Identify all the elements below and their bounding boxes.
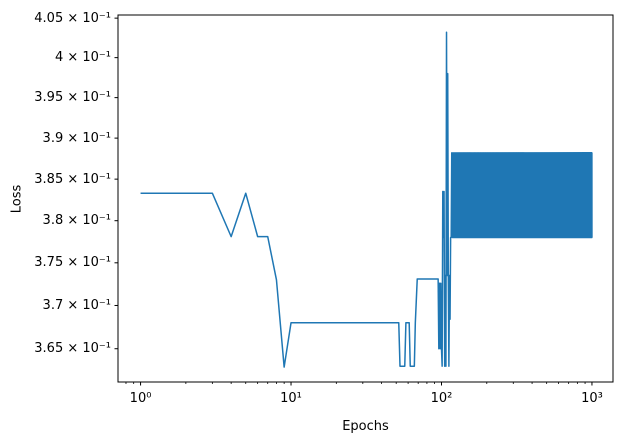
y-axis-label: Loss [9,184,25,213]
y-tick-label: 3.95 × 10⁻¹ [34,90,111,106]
y-tick-label: 3.9 × 10⁻¹ [42,130,111,146]
x-tick-label: 10² [430,391,453,406]
x-tick-label: 10¹ [280,391,302,406]
x-axis-label: Epochs [342,419,389,434]
y-tick-label: 4.05 × 10⁻¹ [34,10,111,26]
x-tick-label: 10⁰ [129,391,152,406]
loss-curve [140,31,593,368]
y-tick-label: 3.65 × 10⁻¹ [34,341,111,357]
y-tick-label: 3.85 × 10⁻¹ [34,171,111,187]
y-tick-label: 3.8 × 10⁻¹ [42,213,111,229]
x-tick-label: 10³ [581,391,603,406]
y-tick-label: 3.75 × 10⁻¹ [34,255,111,271]
y-tick-label: 4 × 10⁻¹ [54,50,111,66]
plot-border [117,14,614,383]
y-tick-label: 3.7 × 10⁻¹ [42,297,111,313]
